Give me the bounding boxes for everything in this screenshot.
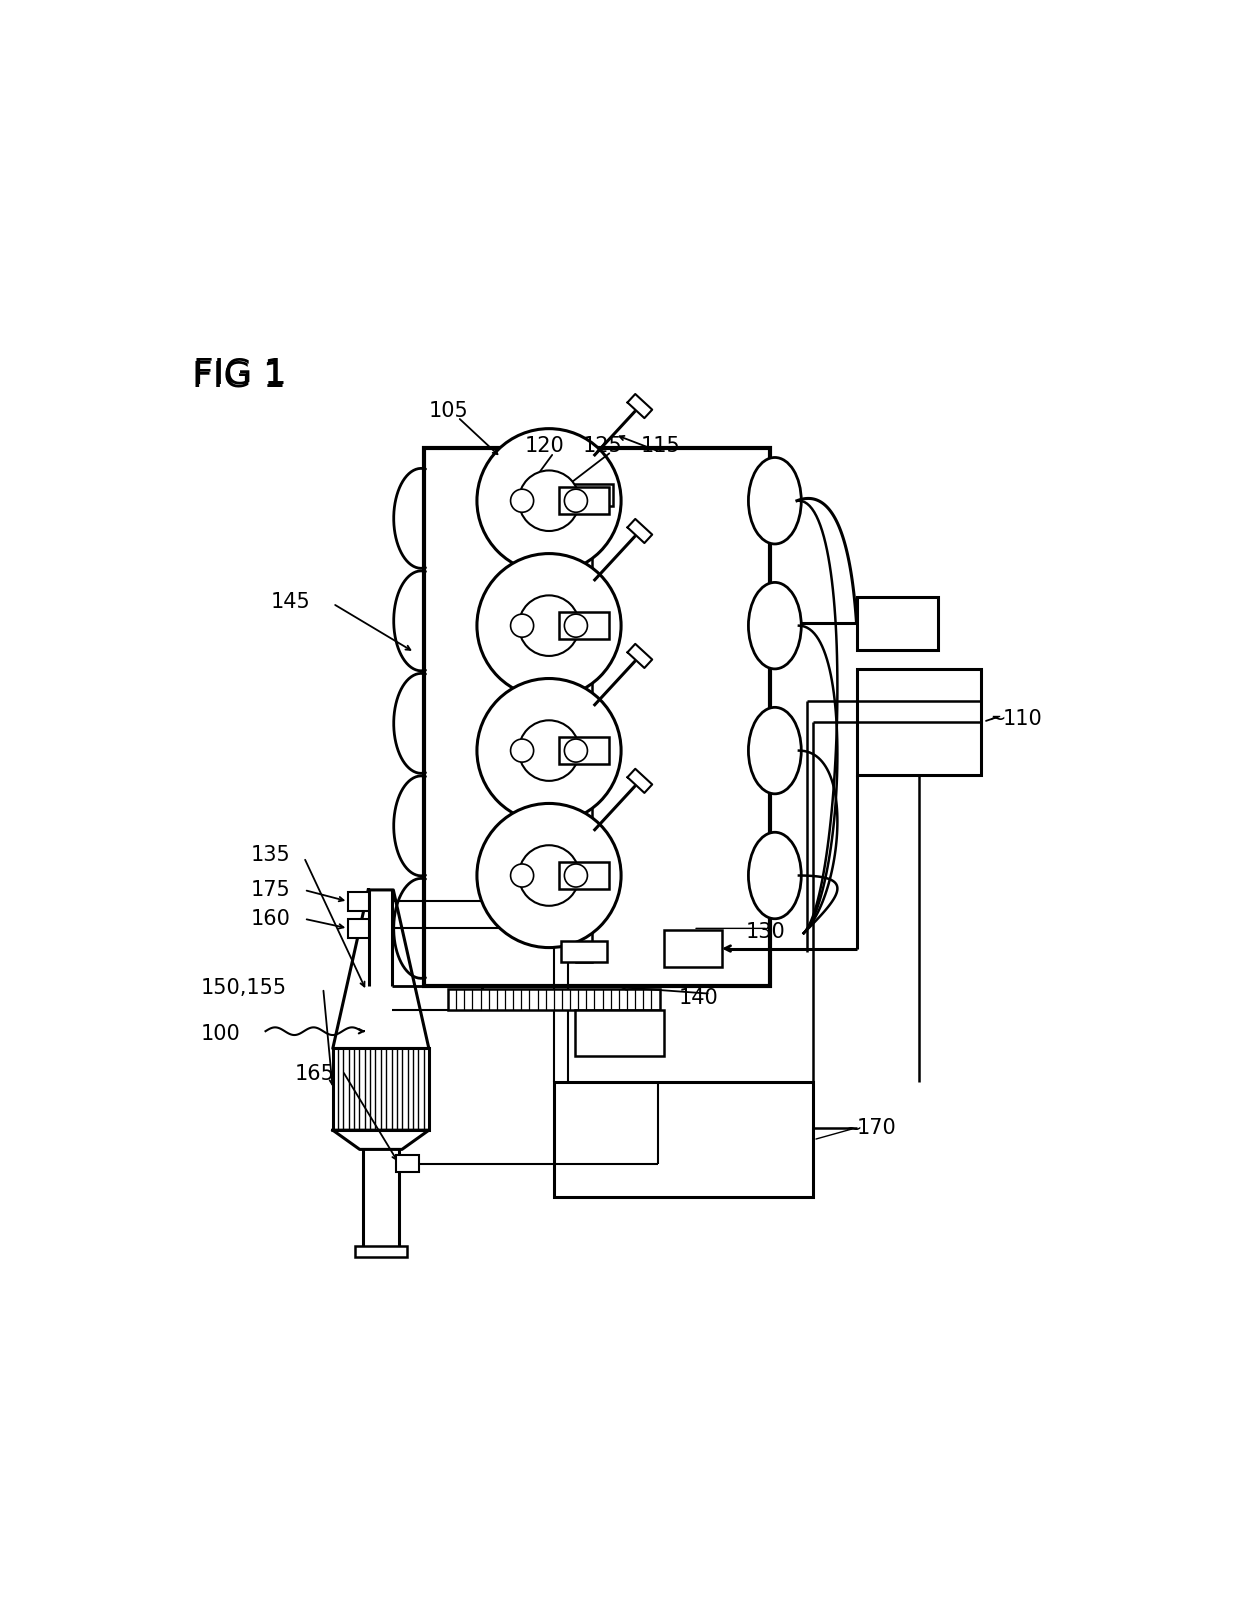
Circle shape <box>518 470 579 531</box>
Circle shape <box>477 428 621 573</box>
Text: FIG 1: FIG 1 <box>191 359 285 393</box>
Bar <box>424 448 770 985</box>
Bar <box>577 472 591 963</box>
Circle shape <box>477 678 621 823</box>
Polygon shape <box>627 770 652 792</box>
Circle shape <box>477 803 621 948</box>
Text: 100: 100 <box>201 1024 241 1043</box>
Text: ~: ~ <box>844 1119 863 1138</box>
Bar <box>397 1154 419 1172</box>
Bar <box>559 488 609 514</box>
Circle shape <box>511 865 533 887</box>
Circle shape <box>511 489 533 512</box>
Circle shape <box>477 554 621 697</box>
Ellipse shape <box>749 457 801 544</box>
Text: 130: 130 <box>746 923 786 942</box>
Text: 175: 175 <box>250 881 291 900</box>
Circle shape <box>564 489 588 512</box>
Bar <box>559 612 609 639</box>
Text: 160: 160 <box>250 908 291 929</box>
Text: 125: 125 <box>583 436 622 456</box>
Circle shape <box>564 865 588 887</box>
Circle shape <box>564 739 588 762</box>
Bar <box>348 919 370 939</box>
Bar <box>554 1082 813 1198</box>
Bar <box>448 989 660 1009</box>
Ellipse shape <box>749 583 801 668</box>
Polygon shape <box>627 394 652 419</box>
Text: 120: 120 <box>525 436 564 456</box>
Bar <box>857 668 982 774</box>
Text: 165: 165 <box>294 1064 335 1085</box>
Circle shape <box>518 596 579 655</box>
Bar <box>348 892 370 911</box>
Circle shape <box>518 720 579 781</box>
Text: 110: 110 <box>1003 708 1043 729</box>
Bar <box>332 1048 429 1130</box>
Text: FIG 1: FIG 1 <box>193 356 288 391</box>
Text: 150,155: 150,155 <box>201 977 288 998</box>
Bar <box>575 1009 663 1056</box>
Text: 145: 145 <box>270 591 310 612</box>
Text: 115: 115 <box>640 436 680 456</box>
Bar <box>559 737 609 765</box>
Text: 140: 140 <box>678 987 718 1008</box>
Bar <box>857 597 939 650</box>
Polygon shape <box>627 518 652 543</box>
Bar <box>556 485 613 506</box>
Bar <box>355 1246 407 1257</box>
Text: 105: 105 <box>429 401 469 422</box>
Circle shape <box>511 613 533 638</box>
Polygon shape <box>627 644 652 668</box>
Bar <box>560 940 608 963</box>
Circle shape <box>564 613 588 638</box>
Ellipse shape <box>749 832 801 919</box>
Bar <box>665 931 722 968</box>
Bar <box>559 861 609 889</box>
Ellipse shape <box>749 707 801 794</box>
Text: ~: ~ <box>990 708 1007 729</box>
Circle shape <box>518 845 579 906</box>
Circle shape <box>511 739 533 762</box>
Text: 170: 170 <box>857 1119 897 1138</box>
Text: 135: 135 <box>250 845 291 865</box>
